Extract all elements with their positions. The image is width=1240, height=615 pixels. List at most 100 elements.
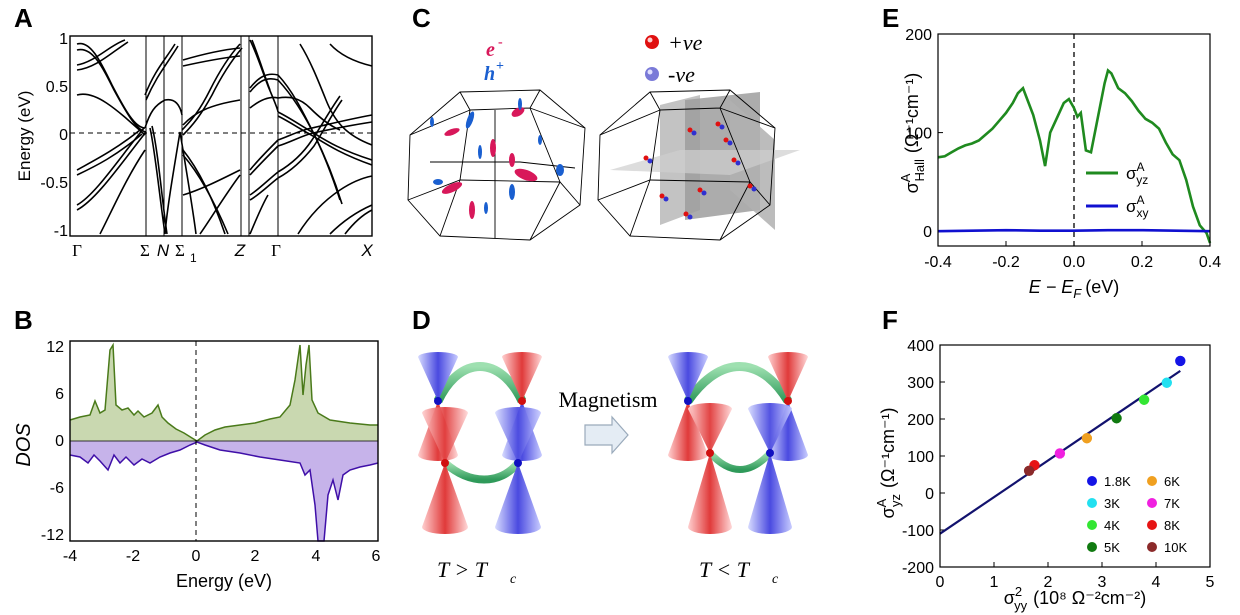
panel-a-kpoint-sigma: Σ bbox=[140, 241, 150, 260]
panel-b-ytick-0: 0 bbox=[55, 433, 64, 450]
panel-d-right-caption-sub: c bbox=[772, 572, 779, 587]
panel-a-ytick-1: 1 bbox=[59, 31, 68, 48]
panel-f-legend-marker bbox=[1087, 498, 1097, 508]
panel-b-ytick-6: 6 bbox=[55, 386, 64, 403]
panel-b-xtick-2: 2 bbox=[251, 548, 260, 565]
panel-e-frame bbox=[937, 33, 1211, 247]
panel-e-xlabel: E − EF (eV) bbox=[1029, 277, 1120, 301]
panel-b-spin-up-line bbox=[69, 342, 378, 442]
panel-c-hole-sup: + bbox=[496, 59, 504, 74]
panel-e-xtick-label: 0.0 bbox=[1063, 254, 1085, 271]
panel-e-xtick-label: -0.4 bbox=[924, 254, 952, 271]
panel-c-weyl-points bbox=[643, 121, 757, 220]
panel-f-ylabel-sup: A bbox=[874, 498, 889, 507]
panel-c-pockets-left bbox=[430, 98, 564, 219]
panel-e-legend-yz-sup: A bbox=[1137, 160, 1145, 174]
panel-c-bz-right bbox=[597, 89, 800, 241]
panel-e-ytick-label: 100 bbox=[905, 126, 932, 143]
panel-f-xtick-label: 4 bbox=[1152, 574, 1161, 591]
panel-c-fermi-surface: e - h + +ve -ve bbox=[407, 30, 800, 241]
panel-f-ytick-label: 0 bbox=[925, 486, 934, 503]
panel-e-ylabel-sub: Hall bbox=[912, 159, 927, 182]
panel-e-legend-yz-sub: yz bbox=[1136, 173, 1148, 187]
panel-f-ylabel: σAyz (Ω⁻¹cm⁻¹) bbox=[874, 408, 903, 519]
panel-c-electron-label: e bbox=[486, 39, 495, 61]
panel-b-xtick-m4: -4 bbox=[63, 548, 77, 565]
panel-a-band-structure: Energy (eV) 1 0.5 0 -0.5 -1 bbox=[15, 31, 373, 265]
panel-f-legend-label: 5K bbox=[1104, 540, 1120, 555]
panel-e-ylabel-units: (Ω⁻¹cm⁻¹) bbox=[902, 73, 922, 153]
panel-a-kpoint-sigma1-sub: 1 bbox=[190, 251, 197, 265]
panel-f-point-7K bbox=[1054, 448, 1066, 459]
panel-f-point-3K bbox=[1161, 377, 1172, 388]
panel-f-xtick-label: 2 bbox=[1044, 574, 1053, 591]
panel-e-legend: σA yz σA xy bbox=[1086, 160, 1149, 220]
panel-e-xlabel-main: E − E bbox=[1029, 277, 1075, 297]
panel-a-bands bbox=[76, 39, 373, 235]
panel-label-a: A bbox=[14, 3, 33, 33]
svg-text:σAyz: σA yz bbox=[1126, 160, 1148, 187]
panel-f-ytick-label: 300 bbox=[907, 375, 934, 392]
panel-f-legend-marker bbox=[1087, 476, 1097, 486]
panel-b-ytick-12: 12 bbox=[46, 339, 64, 356]
panel-f-xtick-label: 3 bbox=[1098, 574, 1107, 591]
panel-c-electron-sup: - bbox=[498, 35, 503, 50]
panel-d-left-caption: T > T bbox=[437, 557, 489, 582]
panel-a-ytick-m0-5: -0.5 bbox=[40, 175, 68, 192]
panel-label-f: F bbox=[882, 305, 898, 335]
panel-d-arrow bbox=[584, 415, 629, 455]
panel-d-right-cones bbox=[668, 352, 808, 534]
panel-e-xlabel-sub: F bbox=[1073, 286, 1082, 301]
panel-f-xtick-label: 5 bbox=[1206, 574, 1215, 591]
panel-label-e: E bbox=[882, 3, 900, 33]
panel-e-ylabel-sup: A bbox=[898, 173, 913, 182]
panel-f-legend-label: 4K bbox=[1104, 518, 1120, 533]
panel-c-neg-label: -ve bbox=[668, 62, 695, 87]
panel-a-ytick-0-5: 0.5 bbox=[46, 79, 68, 96]
panel-a-ytick-m1: -1 bbox=[54, 223, 68, 240]
panel-e-ylabel: σAHall (Ω⁻¹cm⁻¹) bbox=[898, 73, 927, 194]
svg-text:σAHall(Ω⁻¹cm⁻¹): σAHall (Ω⁻¹cm⁻¹) bbox=[898, 73, 927, 194]
panel-e-ytick-label: 0 bbox=[923, 224, 932, 241]
panel-f-xlabel-main: σ bbox=[1004, 588, 1015, 608]
panel-b-dos: DOS 12 6 0 -6 -12 -4 -2 0 2 4 6 Energy (… bbox=[13, 339, 381, 591]
panel-b-xtick-m2: -2 bbox=[126, 548, 140, 565]
panel-f-legend-marker bbox=[1087, 542, 1097, 552]
panel-a-kpoint-n: N bbox=[157, 241, 170, 260]
panel-b-spin-down-fill bbox=[70, 441, 378, 541]
panel-b-xtick-0: 0 bbox=[192, 548, 201, 565]
panel-d-right-caption: T < T bbox=[699, 557, 751, 582]
panel-b-xtick-6: 6 bbox=[372, 548, 381, 565]
panel-e-series-yz bbox=[937, 68, 1212, 244]
panel-b-xtick-4: 4 bbox=[312, 548, 321, 565]
panel-f-xtick-label: 1 bbox=[990, 574, 999, 591]
panel-f-legend-marker bbox=[1147, 498, 1157, 508]
panel-a-ylabel: Energy (eV) bbox=[15, 91, 34, 182]
panel-c-pos-label: +ve bbox=[668, 30, 703, 55]
panel-b-ytick-m6: -6 bbox=[50, 480, 64, 497]
panel-f-xlabel-units: (10⁸ Ω⁻²cm⁻²) bbox=[1033, 588, 1146, 608]
panel-d-weyl-cones: Magnetism T > T c T < T c bbox=[418, 352, 808, 587]
panel-a-kpoint-gamma2: Γ bbox=[271, 241, 281, 260]
panel-f-xlabel-sub: yy bbox=[1014, 598, 1028, 613]
panel-e-legend-xy-sub: xy bbox=[1137, 206, 1149, 220]
panel-e-xtick-label: 0.2 bbox=[1131, 254, 1153, 271]
panel-f-ytick-label: 400 bbox=[907, 338, 934, 355]
panel-f-ytick-label: 100 bbox=[907, 449, 934, 466]
panel-f-legend: 1.8K 3K 4K 5K 6K 7K 8K 10K bbox=[1087, 474, 1187, 555]
panel-f-point-1.8K bbox=[1175, 355, 1186, 367]
panel-f-frame bbox=[939, 344, 1211, 568]
panel-d-left-cones bbox=[418, 352, 542, 534]
panel-f-xtick-label: 0 bbox=[936, 574, 945, 591]
panel-b-frame bbox=[69, 340, 379, 542]
panel-a-frame bbox=[69, 35, 373, 237]
panel-b-spin-down-line bbox=[69, 441, 379, 542]
panel-label-c: C bbox=[412, 3, 431, 33]
panel-a-kpoint-sigma1: Σ bbox=[175, 241, 185, 260]
panel-e-series-xy bbox=[937, 228, 1211, 233]
panel-f-point-4K bbox=[1138, 394, 1150, 405]
panel-a-ytick-0: 0 bbox=[59, 127, 68, 144]
